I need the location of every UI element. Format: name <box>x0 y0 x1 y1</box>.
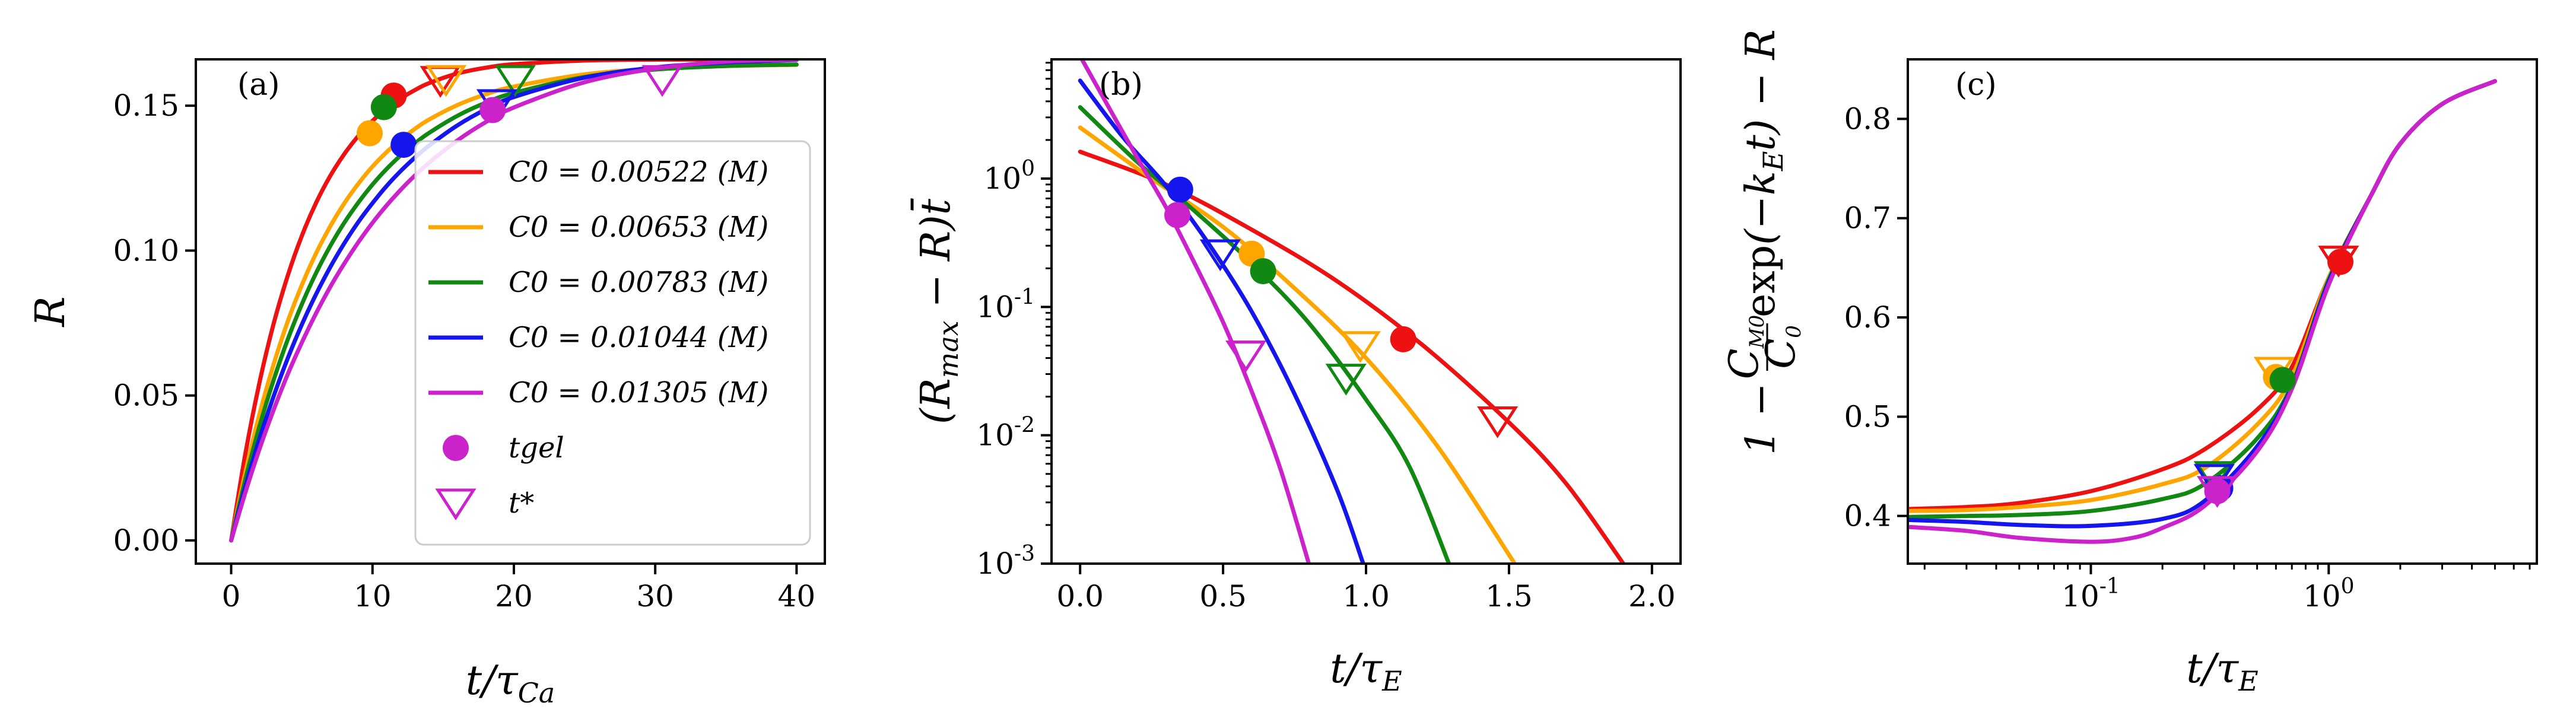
legend-label-1: C0 = 0.00522 (M) <box>509 155 768 189</box>
panel-c-frame <box>1907 58 2538 565</box>
panel-b-xlabel: t/τE <box>1330 645 1402 697</box>
legend-swatch-tstar <box>435 488 477 521</box>
panel-b-frame <box>1050 58 1682 565</box>
panel-b-series-1-line <box>1078 150 1626 564</box>
panel-a-xtick-label: 10 <box>354 579 392 613</box>
panel-b-series-5-line <box>1079 59 1311 564</box>
legend-label-4: C0 = 0.01044 (M) <box>509 321 768 354</box>
legend-label-5: C0 = 0.01305 (M) <box>509 376 768 409</box>
legend-label-6: tgel <box>509 431 564 465</box>
panel-a-label: (a) <box>237 67 280 103</box>
panel-b-xtick-label: 1.0 <box>1342 579 1390 613</box>
panel-a-series-5-tstar-marker <box>641 65 683 97</box>
panel-c-series-4-tstar-marker <box>2193 464 2235 496</box>
panel-b-xtick-label: 2.0 <box>1628 579 1676 613</box>
legend: C0 = 0.00522 (M) C0 = 0.00653 (M) C0 = 0.0… <box>414 140 811 546</box>
panel-b-xtick-label: 1.5 <box>1485 579 1533 613</box>
panel-b-series-3-tstar-marker <box>1325 364 1367 396</box>
panel-a-series-3-tgel-marker <box>370 94 397 120</box>
panel-a-xtick-label: 30 <box>636 579 674 613</box>
panel-a-ytick-label: 0.00 <box>113 523 179 558</box>
panel-b-xtick-label: 0.0 <box>1056 579 1104 613</box>
panel-b-ytick-label: 10-2 <box>976 414 1035 453</box>
panel-b-series-2-line <box>1078 125 1517 564</box>
panel-a-series-2-tstar-marker <box>425 65 467 97</box>
panel-b-ytick-label: 10-1 <box>976 285 1035 324</box>
panel-b-ytick-label: 10-3 <box>976 542 1035 581</box>
panel-c-label: (c) <box>1955 67 1997 103</box>
panel-b-series-1-tgel-marker <box>1390 326 1416 352</box>
panel-a-ytick-label: 0.15 <box>113 88 179 123</box>
panel-a: 0 10 20 30 40 0.00 0.05 0.10 0.15 (a) t/τCa R C0… <box>27 58 826 709</box>
panel-c-xtick-label: 100 <box>2303 574 2355 613</box>
panel-c-series-4-line <box>1908 79 2497 529</box>
panel-c-ytick-label: 0.4 <box>1844 499 1891 533</box>
panel-a-series-3-tstar-marker <box>494 65 536 97</box>
panel-b-label: (b) <box>1099 67 1143 103</box>
panel-c-xtick-label: 10-1 <box>2062 574 2120 613</box>
panel-b-series-2-tstar-marker <box>1339 331 1381 363</box>
panel-c-ylabel-rest: exp(−kEt) − R <box>1738 29 1789 317</box>
panel-a-ylabel: R <box>27 296 74 327</box>
panel-b-series-4-tstar-marker <box>1199 239 1241 272</box>
panel-c-xlabel: t/τE <box>2186 645 2258 697</box>
panel-c-series-1-tstar-marker <box>2318 246 2359 278</box>
panel-a-xlabel: t/τCa <box>466 657 555 709</box>
panel-a-ytick-label: 0.05 <box>113 379 179 413</box>
legend-label-7: t* <box>509 486 534 520</box>
panel-a-xtick-label: 0 <box>222 579 241 613</box>
legend-frame <box>414 140 811 546</box>
panel-b-series-5-tstar-marker <box>1225 340 1267 373</box>
panel-c-series-5-line <box>1908 79 2497 544</box>
panel-b-series-5-tgel-marker <box>1164 202 1190 228</box>
panel-c-series-5-tstar-marker <box>2196 476 2238 508</box>
panel-c-series-3-tgel-marker <box>2269 367 2296 393</box>
panel-c-ytick-label: 0.6 <box>1844 300 1891 335</box>
panel-a-ytick-label: 0.10 <box>113 233 179 268</box>
panel-c-series-1-line <box>1908 79 2497 511</box>
panel-a-xtick-label: 20 <box>495 579 533 613</box>
legend-label-3: C0 = 0.00783 (M) <box>509 266 768 299</box>
panel-c-ytick-label: 0.7 <box>1844 201 1891 236</box>
panel-a-series-2-line <box>229 62 799 543</box>
panel-a-frame <box>195 58 826 565</box>
panel-c-ytick-label: 0.8 <box>1844 101 1891 136</box>
panel-c-ytick-label: 0.5 <box>1844 399 1891 434</box>
legend-swatch-tgel <box>443 435 469 461</box>
panel-a-series-4-line <box>229 59 799 543</box>
panel-b-ytick-label: 100 <box>983 157 1035 196</box>
panel-a-series-5-tgel-marker <box>479 97 506 123</box>
panel-b-series-4-tgel-marker <box>1167 176 1193 203</box>
panel-b-ylabel: (Rmax − R)t̄ <box>911 198 964 424</box>
panel-c-ylabel-one: 1 − <box>1738 383 1784 455</box>
panel-a-series-2-tgel-marker <box>356 120 383 147</box>
panel-a-xtick-label: 40 <box>778 579 816 613</box>
panel-b-series-1-tstar-marker <box>1477 406 1519 438</box>
panel-a-series-4-tgel-marker <box>390 132 417 158</box>
panel-c-ylabel: 1 − CM0 C0 exp(−kEt) − R <box>1721 29 1806 455</box>
panel-a-series-5-line <box>229 59 799 543</box>
panel-c: 10-1 100 0.4 0.5 0.6 0.7 0.8 (c) t/τE 1 − CM0 … <box>1721 29 2538 697</box>
panel-b-xtick-label: 0.5 <box>1199 579 1247 613</box>
panel-b-series-3-tgel-marker <box>1250 258 1276 285</box>
panel-c-series-2-line <box>1908 79 2497 513</box>
legend-label-2: C0 = 0.00653 (M) <box>509 211 768 244</box>
